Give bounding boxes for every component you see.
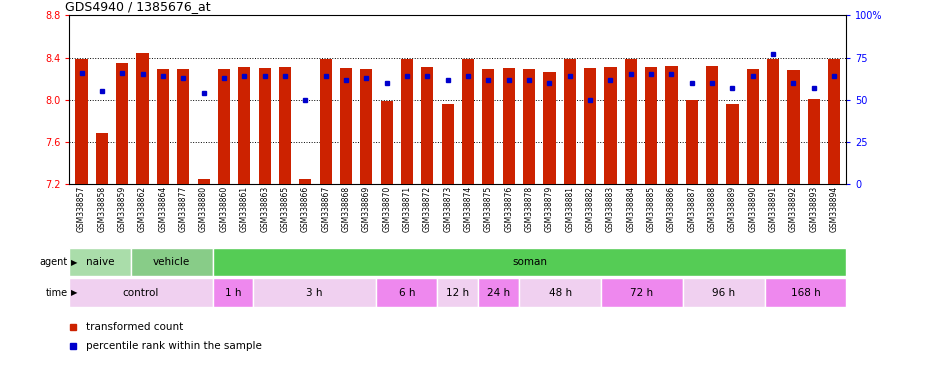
Bar [278,67,291,184]
Text: control: control [123,288,159,298]
Bar [299,179,312,184]
Bar [319,59,332,184]
Bar [96,132,108,184]
Bar [130,248,213,276]
Text: 96 h: 96 h [712,288,735,298]
Text: soman: soman [512,257,547,267]
Bar [808,99,820,184]
Bar [746,69,758,184]
Bar [239,67,251,184]
Text: 6 h: 6 h [399,288,415,298]
Bar [69,278,213,307]
Bar [253,278,376,307]
Text: naive: naive [86,257,115,267]
Text: ▶: ▶ [71,288,78,297]
Bar [259,68,271,184]
Bar [76,59,88,184]
Bar [421,67,434,184]
Bar [478,278,519,307]
Bar [604,67,617,184]
Bar [665,66,677,184]
Bar [157,69,169,184]
Bar [137,53,149,184]
Bar [765,278,846,307]
Bar [360,69,373,184]
Text: agent: agent [39,257,68,267]
Bar [706,66,718,184]
Bar [339,68,352,184]
Text: 12 h: 12 h [446,288,470,298]
Bar [401,59,413,184]
Bar [584,68,597,184]
Text: 168 h: 168 h [791,288,820,298]
Bar [178,69,190,184]
Bar [376,278,438,307]
Bar [543,73,556,184]
Text: 3 h: 3 h [306,288,323,298]
Text: ▶: ▶ [71,258,78,266]
Bar [213,248,846,276]
Bar [380,101,393,184]
Bar [213,278,253,307]
Bar [198,179,210,184]
Bar [519,278,601,307]
Bar [438,278,478,307]
Bar [787,70,799,184]
Bar [69,248,130,276]
Bar [767,59,779,184]
Bar [645,67,657,184]
Bar [563,59,576,184]
Bar [502,68,515,184]
Text: 24 h: 24 h [487,288,511,298]
Text: GDS4940 / 1385676_at: GDS4940 / 1385676_at [66,0,211,13]
Bar [601,278,683,307]
Bar [523,69,536,184]
Text: time: time [45,288,68,298]
Bar [482,69,495,184]
Text: vehicle: vehicle [153,257,191,267]
Bar [683,278,765,307]
Bar [624,59,637,184]
Bar [441,104,454,184]
Bar [218,69,230,184]
Text: transformed count: transformed count [86,322,184,332]
Text: percentile rank within the sample: percentile rank within the sample [86,341,263,351]
Bar [462,59,475,184]
Bar [685,100,697,184]
Bar [828,59,840,184]
Text: 1 h: 1 h [225,288,241,298]
Bar [726,104,738,184]
Bar [117,63,129,184]
Text: 72 h: 72 h [630,288,653,298]
Text: 48 h: 48 h [549,288,572,298]
